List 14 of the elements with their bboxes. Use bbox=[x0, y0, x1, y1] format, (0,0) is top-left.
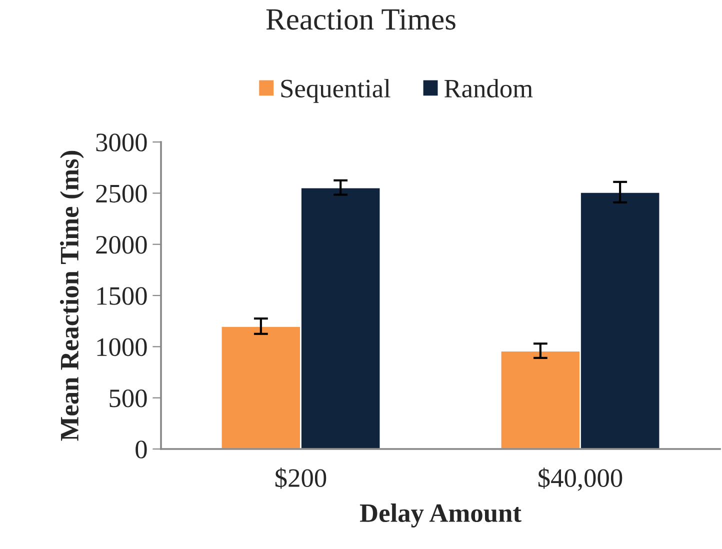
x-tick-label: $200 bbox=[275, 468, 326, 489]
y-tick-label: 2500 bbox=[96, 184, 147, 203]
y-tick-label: 500 bbox=[110, 389, 147, 408]
y-axis-title: Mean Reaction Time (ms) bbox=[60, 150, 84, 441]
y-tick-label: 0 bbox=[136, 440, 147, 458]
y-tick-label: 1000 bbox=[97, 338, 147, 356]
y-tick-label: 2000 bbox=[96, 236, 147, 254]
legend-label: Sequential bbox=[281, 78, 390, 103]
y-tick-label: 3000 bbox=[96, 134, 147, 152]
x-axis-title: Delay Amount bbox=[360, 503, 522, 528]
y-tick-label: 1500 bbox=[97, 287, 147, 305]
legend-label: Random bbox=[444, 78, 533, 98]
chart-title: Reaction Times bbox=[266, 9, 456, 30]
x-tick-label: $40,000 bbox=[538, 468, 622, 491]
